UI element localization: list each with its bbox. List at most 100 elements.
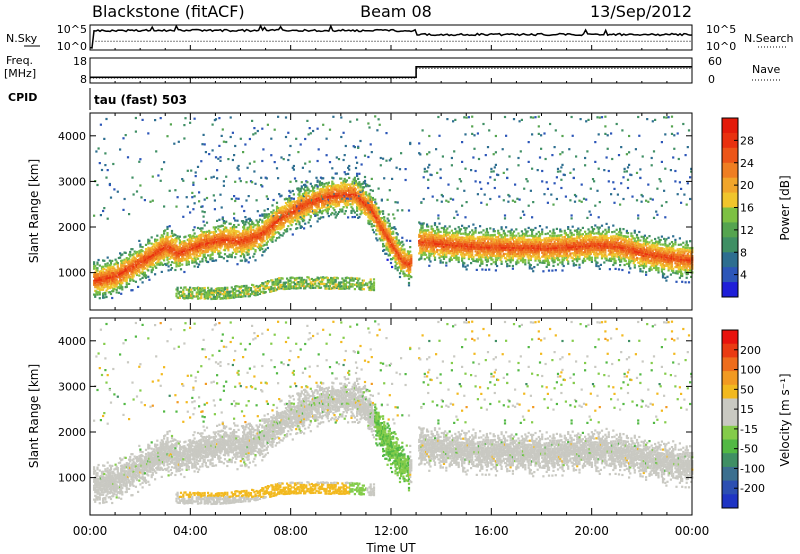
power-cell: [261, 160, 263, 162]
power-cell: [138, 275, 140, 277]
power-cell: [222, 128, 224, 130]
power-cell: [434, 222, 436, 224]
power-cell: [200, 295, 202, 297]
power-cell: [107, 169, 109, 171]
power-cell: [308, 213, 310, 215]
power-cell: [253, 253, 255, 255]
power-cell: [210, 290, 212, 292]
power-cell: [261, 254, 263, 256]
power-cell: [242, 151, 244, 153]
power-cell: [297, 281, 299, 283]
power-cell: [344, 178, 346, 180]
power-cell: [382, 213, 384, 215]
power-cell: [311, 185, 313, 187]
power-cell: [278, 236, 280, 238]
power-cell: [440, 231, 442, 233]
power-cell: [358, 216, 360, 218]
power-cell: [203, 216, 205, 218]
power-cell: [458, 257, 460, 259]
power-cell: [431, 253, 433, 255]
power-cell: [213, 194, 215, 196]
power-cell: [268, 280, 270, 282]
power-cell: [464, 133, 466, 135]
power-cell: [387, 259, 389, 261]
power-cell: [312, 287, 314, 289]
power-cell: [96, 262, 98, 264]
power-cell: [115, 259, 117, 261]
power-cell: [191, 260, 193, 262]
power-cell: [194, 255, 196, 257]
power-cell: [344, 213, 346, 215]
power-cell: [397, 269, 399, 271]
power-cell: [93, 268, 95, 270]
power-cell: [194, 195, 196, 197]
power-cell: [323, 185, 325, 187]
power-cell: [121, 282, 123, 284]
power-cell: [219, 160, 221, 162]
power-cell: [463, 227, 465, 229]
power-cell: [494, 166, 496, 168]
power-cell: [204, 143, 206, 145]
power-cell: [464, 168, 466, 170]
power-cell: [111, 286, 113, 288]
power-cell: [175, 206, 177, 208]
power-cell: [487, 232, 489, 234]
power-cell: [214, 296, 216, 298]
power-cell: [154, 119, 156, 121]
power-cell: [214, 239, 216, 241]
power-cell: [286, 228, 288, 230]
power-cell: [250, 287, 252, 289]
power-cell: [248, 261, 250, 263]
power-cell: [305, 193, 307, 195]
power-cell: [219, 194, 221, 196]
power-cell: [168, 261, 170, 263]
power-cell: [180, 268, 182, 270]
power-cell: [310, 225, 312, 227]
power-cell: [194, 118, 196, 120]
power-cell: [201, 287, 203, 289]
power-cell: [231, 234, 233, 236]
power-cell: [424, 258, 426, 260]
power-cell: [312, 130, 314, 132]
power-cell: [426, 256, 428, 258]
power-cell: [345, 210, 347, 212]
power-cell: [223, 257, 225, 259]
power-cell: [328, 279, 330, 281]
power-cell: [127, 156, 129, 158]
power-cell: [482, 234, 484, 236]
power-cell: [129, 268, 131, 270]
power-cell: [109, 266, 111, 268]
power-cell: [186, 243, 188, 245]
power-cell: [170, 264, 172, 266]
power-cell: [135, 281, 137, 283]
power-cell: [121, 286, 123, 288]
power-cell: [470, 169, 472, 171]
power-cell: [129, 251, 131, 253]
power-cell: [166, 135, 168, 137]
power-cell: [212, 124, 214, 126]
power-cell: [436, 172, 438, 174]
power-cell: [472, 156, 474, 158]
power-cell: [125, 252, 127, 254]
power-cell: [168, 236, 170, 238]
power-cell: [139, 158, 141, 160]
power-cell: [283, 158, 285, 160]
power-cell: [390, 236, 392, 238]
power-cell: [463, 237, 465, 239]
power-cell: [363, 186, 365, 188]
power-cell: [433, 234, 435, 236]
power-cell: [120, 279, 122, 281]
power-cell: [343, 190, 345, 192]
power-cell: [194, 232, 196, 234]
power-cell: [252, 133, 254, 135]
power-cell: [471, 116, 473, 118]
power-cell: [254, 183, 256, 185]
power-cell: [292, 190, 294, 192]
power-cell: [378, 188, 380, 190]
power-cell: [245, 199, 247, 201]
power-cell: [356, 214, 358, 216]
power-cell: [289, 228, 291, 230]
power-cell: [287, 225, 289, 227]
power-cell: [262, 148, 264, 150]
power-cell: [329, 129, 331, 131]
